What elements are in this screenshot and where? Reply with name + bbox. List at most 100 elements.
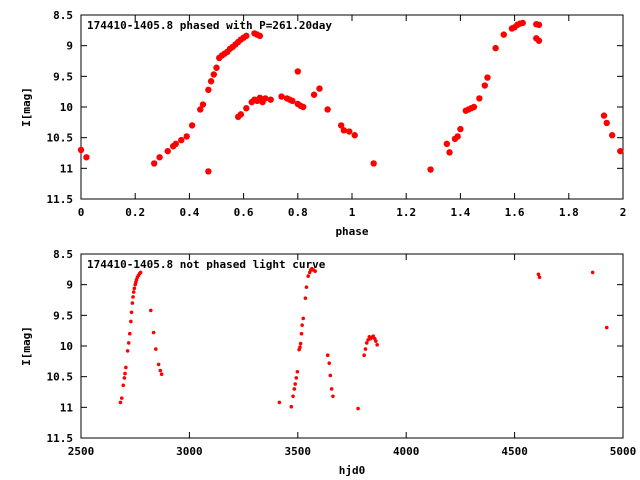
- data-point: [363, 347, 368, 351]
- data-point: [446, 149, 453, 156]
- data-point: [295, 369, 300, 374]
- data-point: [178, 136, 185, 144]
- data-points: [118, 266, 609, 411]
- data-point: [158, 368, 163, 373]
- data-point: [590, 270, 595, 275]
- data-point: [351, 132, 358, 139]
- data-point: [470, 103, 478, 111]
- data-point: [492, 44, 499, 52]
- x-tick-label: 4000: [393, 445, 420, 458]
- x-tick-label: 0.2: [125, 206, 145, 219]
- data-point: [306, 274, 311, 278]
- data-point: [374, 339, 378, 343]
- x-tick-label: 4500: [501, 445, 528, 458]
- y-axis-ticks: 8.5 9 9.5 10 10.5 11 11.5: [47, 248, 623, 445]
- data-point: [243, 105, 250, 112]
- data-point: [129, 319, 133, 324]
- x-tick-label: 1.4: [450, 206, 470, 219]
- x-axis-ticks: 2500 3000 3500 4000 4500 5000: [68, 254, 637, 458]
- data-point: [159, 372, 164, 377]
- y-axis-label: I[mag]: [20, 326, 33, 366]
- y-tick-label: 9.5: [53, 309, 73, 322]
- data-point: [122, 376, 127, 380]
- data-point: [535, 37, 543, 44]
- data-point: [519, 19, 526, 27]
- data-point: [481, 82, 488, 89]
- data-point: [443, 140, 451, 147]
- y-tick-label: 11.5: [47, 432, 74, 445]
- data-point: [262, 95, 269, 102]
- data-point: [537, 275, 542, 280]
- data-point: [153, 347, 158, 351]
- data-point: [340, 127, 348, 134]
- data-point: [119, 396, 124, 400]
- x-axis-label: hjd0: [339, 464, 366, 477]
- data-point: [298, 341, 303, 346]
- data-point: [298, 345, 302, 350]
- data-point: [294, 376, 299, 380]
- data-point: [267, 96, 274, 103]
- data-point: [329, 387, 334, 391]
- data-point: [131, 295, 135, 299]
- y-tick-label: 10: [60, 101, 73, 114]
- data-point: [126, 341, 131, 345]
- data-point: [289, 404, 294, 409]
- y-tick-label: 9: [66, 279, 73, 292]
- data-point: [310, 91, 318, 98]
- data-point: [127, 331, 132, 336]
- x-tick-label: 5000: [610, 445, 637, 458]
- y-tick-label: 9.5: [53, 70, 73, 83]
- x-tick-label: 3500: [285, 445, 312, 458]
- data-point: [124, 365, 128, 370]
- plot-frame: [80, 253, 624, 439]
- data-point: [129, 310, 134, 315]
- data-point: [484, 74, 491, 81]
- data-point: [130, 301, 135, 305]
- data-point: [603, 119, 610, 127]
- data-point: [121, 383, 126, 388]
- y-axis-ticks: 8.5 9 9.5 10 10.5 11 11.5: [47, 9, 623, 206]
- data-point: [156, 154, 163, 161]
- data-point: [183, 133, 190, 140]
- data-point: [289, 97, 296, 105]
- data-point: [536, 272, 541, 277]
- y-tick-label: 8.5: [53, 9, 73, 22]
- data-point: [291, 394, 295, 399]
- y-tick-label: 11: [60, 162, 74, 175]
- data-point: [205, 168, 212, 175]
- data-point: [304, 285, 309, 289]
- data-point: [325, 353, 330, 358]
- data-point: [375, 342, 379, 347]
- data-point: [476, 95, 483, 102]
- data-point: [277, 400, 282, 405]
- data-point: [313, 269, 317, 273]
- y-tick-label: 10.5: [47, 132, 74, 145]
- y-tick-label: 8.5: [53, 248, 73, 261]
- data-point: [356, 406, 360, 411]
- x-axis-ticks: 0 0.2 0.4 0.6 0.8 1 1.2 1.4 1.6 1.8 2: [78, 15, 626, 219]
- x-tick-label: 1.6: [505, 206, 525, 219]
- data-point: [207, 78, 215, 85]
- data-point: [213, 64, 220, 71]
- data-point: [156, 362, 161, 367]
- data-point: [600, 112, 608, 119]
- x-tick-label: 2500: [68, 445, 95, 458]
- data-point: [299, 331, 304, 336]
- data-point: [151, 330, 156, 335]
- data-point: [172, 140, 180, 147]
- y-axis-label: I[mag]: [20, 87, 33, 127]
- y-tick-label: 11: [60, 401, 74, 414]
- data-point: [301, 316, 306, 321]
- data-point: [131, 290, 136, 294]
- data-point: [362, 353, 366, 358]
- data-point: [83, 154, 90, 161]
- data-point: [199, 101, 207, 108]
- data-point: [278, 93, 285, 100]
- data-point: [149, 308, 153, 313]
- data-point: [294, 68, 301, 75]
- data-point: [303, 296, 308, 300]
- x-axis-label: phase: [335, 225, 368, 238]
- data-point: [77, 146, 85, 154]
- data-point: [364, 341, 369, 345]
- data-point: [150, 160, 158, 167]
